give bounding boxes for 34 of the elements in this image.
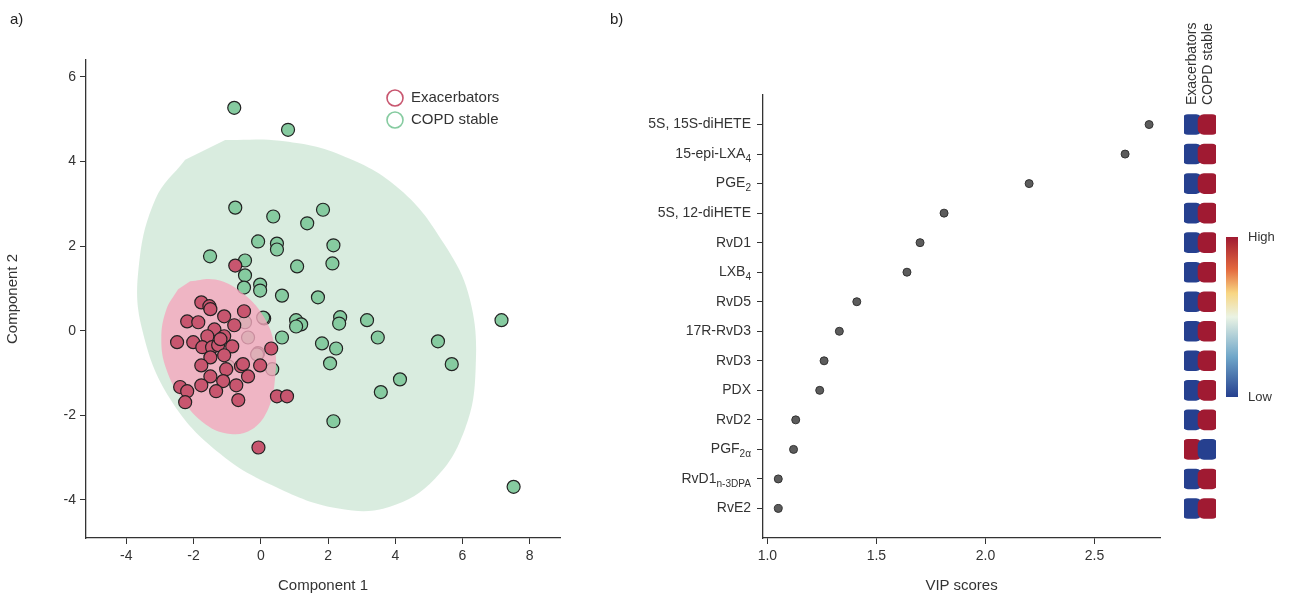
y-tick-label: 5S, 12-diHETE [657, 203, 751, 220]
x-tick-label: 1.5 [866, 547, 887, 564]
y-tick-label: RvD5 [715, 292, 752, 309]
x-tick-label: 8 [525, 547, 534, 564]
legend-label: COPD stable [411, 110, 499, 128]
y-tick-label: 6 [68, 67, 77, 84]
y-tick-label: -2 [63, 406, 77, 423]
text: b) [610, 10, 624, 27]
y-tick-label: 0 [68, 321, 77, 338]
y-tick-label: RvD1 [715, 233, 752, 250]
y-tick-label: PDX [722, 381, 752, 398]
y-tick-label: 4 [68, 152, 77, 169]
x-tick-label: 2.0 [975, 547, 996, 564]
y-tick-label: RvD2 [715, 410, 752, 427]
y-tick-label: 2 [68, 236, 77, 253]
y-tick-label: 5S, 15S-diHETE [648, 115, 752, 132]
x-tick-label: 4 [391, 547, 400, 564]
x-tick-label: 6 [458, 547, 467, 564]
x-tick-label: 1.0 [757, 547, 778, 564]
x-tick-label: -2 [187, 547, 201, 564]
x-tick-label: -4 [120, 547, 133, 564]
x-tick-label: 0 [256, 547, 265, 564]
x-tick-label: 2 [324, 547, 333, 564]
y-axis-title: Component 2 [3, 253, 21, 345]
y-tick-label: RvD3 [715, 351, 752, 368]
x-tick-label: 2.5 [1084, 547, 1105, 564]
y-tick-label: 17R-RvD3 [685, 322, 752, 339]
x-axis-title: VIP scores [925, 576, 998, 594]
x-axis-title: Component 1 [277, 576, 369, 594]
text: a) [10, 10, 24, 27]
color-bar-label: High [1248, 228, 1275, 244]
y-tick-label: RvE2 [716, 499, 752, 516]
y-tick-label: -4 [63, 490, 77, 507]
color-bar-label: Low [1248, 388, 1273, 404]
